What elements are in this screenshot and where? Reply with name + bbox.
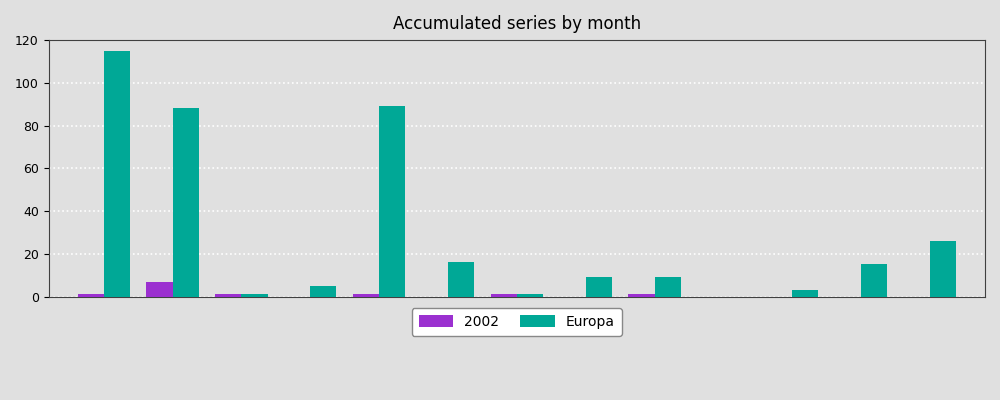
Bar	[379, 106, 405, 296]
Title: Accumulated series by month: Accumulated series by month	[393, 15, 641, 33]
Bar	[655, 277, 681, 296]
Bar	[491, 294, 517, 296]
Legend: 2002, Europa: 2002, Europa	[412, 308, 622, 336]
Bar	[861, 264, 887, 296]
Bar	[310, 286, 336, 296]
Bar	[173, 108, 199, 296]
Bar	[146, 282, 173, 296]
Bar	[586, 277, 612, 296]
Bar	[930, 241, 956, 296]
Bar	[78, 294, 104, 296]
Bar	[448, 262, 474, 296]
Bar	[241, 294, 268, 296]
Bar	[517, 294, 543, 296]
Bar	[792, 290, 818, 296]
Bar	[628, 294, 655, 296]
Bar	[353, 294, 379, 296]
Bar	[215, 294, 241, 296]
Bar	[104, 51, 130, 296]
